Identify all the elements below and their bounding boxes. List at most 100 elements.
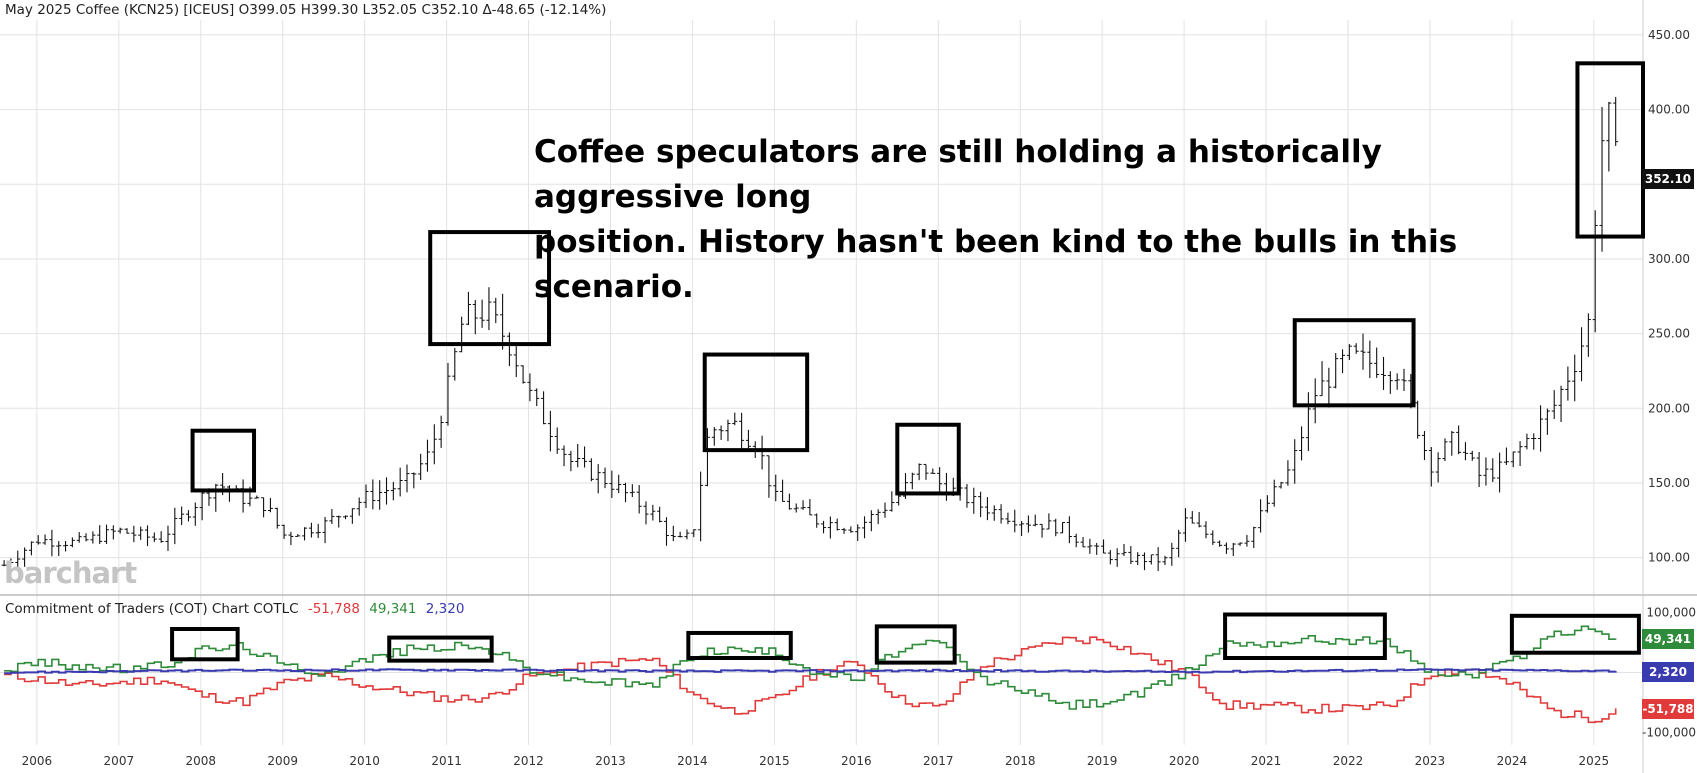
price-bar: [486, 287, 492, 331]
price-bar: [56, 541, 62, 557]
price-bar: [657, 506, 663, 523]
price-bar: [445, 362, 451, 426]
price-bar: [1039, 523, 1045, 538]
price-bar: [650, 504, 656, 521]
price-bar: [336, 515, 342, 528]
price-highlight-box: [1292, 318, 1416, 408]
x-tick-label-2025: 2025: [1579, 754, 1610, 768]
price-bar: [1271, 479, 1277, 507]
price-bar: [1176, 529, 1182, 558]
price-bar: [390, 481, 396, 501]
price-bar: [1251, 526, 1257, 549]
price-bar: [28, 541, 34, 556]
price-bar: [1353, 343, 1359, 354]
price-bar: [827, 516, 833, 539]
price-bar: [684, 529, 690, 540]
price-bar: [500, 293, 506, 350]
price-bar: [1217, 540, 1223, 547]
price-bar: [943, 472, 949, 501]
price-bar: [1005, 512, 1011, 525]
cot-highlight-box: [170, 627, 240, 662]
price-bar: [821, 520, 827, 534]
price-bar: [1517, 441, 1523, 467]
y-tick-label: 100.00: [1648, 551, 1690, 565]
price-bar: [1599, 106, 1605, 252]
cot-commercials-tag: -51,788: [1642, 699, 1694, 719]
price-bar: [1606, 101, 1612, 172]
x-tick-label-2016: 2016: [841, 754, 872, 768]
cot-header: Commitment of Traders (COT) Chart COTLC …: [5, 601, 464, 617]
annotation-line-2: position. History hasn't been kind to th…: [534, 224, 1458, 305]
price-bar: [117, 527, 123, 534]
price-bar: [452, 347, 458, 381]
price-bar: [1415, 400, 1421, 439]
price-bar: [49, 529, 55, 557]
price-bar: [1544, 408, 1550, 435]
price-highlight-box: [895, 422, 961, 496]
price-bar: [1182, 508, 1188, 542]
price-bar: [1142, 552, 1148, 571]
price-bar: [1046, 513, 1052, 530]
price-bar: [1148, 554, 1154, 565]
price-bar: [916, 463, 922, 481]
price-highlight-box: [190, 428, 257, 493]
price-bar: [1558, 385, 1564, 423]
price-bar: [602, 467, 608, 489]
price-bar: [145, 525, 151, 547]
price-bar: [1019, 521, 1025, 537]
price-bar: [1401, 368, 1407, 392]
price-bar: [288, 531, 294, 546]
price-bar: [370, 479, 376, 510]
price-bar: [1278, 481, 1284, 489]
price-bar: [1538, 405, 1544, 452]
price-bar: [1449, 430, 1455, 456]
price-bar: [185, 510, 191, 522]
cot-large-spec-tag: 49,341: [1642, 629, 1694, 649]
y-tick-label: 450.00: [1648, 28, 1690, 42]
cot-y-tick-label: -100,000: [1642, 725, 1696, 739]
price-bar: [281, 524, 287, 539]
price-bar: [1585, 313, 1591, 357]
price-bar: [964, 484, 970, 508]
price-highlight-box: [428, 230, 552, 347]
price-bar: [1394, 373, 1400, 390]
price-bar: [397, 467, 403, 497]
price-bar: [1305, 392, 1311, 451]
price-bar: [424, 439, 430, 472]
price-bar: [1476, 451, 1482, 488]
price-bar: [1326, 367, 1332, 408]
x-tick-label-2006: 2006: [22, 754, 53, 768]
price-bar: [1333, 353, 1339, 389]
price-bar: [431, 424, 437, 465]
price-bar: [698, 471, 704, 542]
last-price-tag: 352.10: [1642, 169, 1694, 189]
price-bar: [479, 299, 485, 328]
price-bar: [766, 455, 772, 498]
price-bar: [69, 537, 75, 548]
price-bar: [1367, 340, 1373, 379]
price-bar: [541, 391, 547, 425]
price-bar: [315, 523, 321, 538]
price-highlight-box: [702, 352, 810, 453]
price-bar: [971, 487, 977, 514]
price-bar: [1531, 433, 1537, 450]
price-bar: [1114, 548, 1120, 567]
price-bar: [1087, 538, 1093, 554]
price-bar: [1203, 521, 1209, 539]
price-bar: [295, 534, 301, 537]
price-bar: [1066, 516, 1072, 544]
price-bar: [739, 412, 745, 449]
price-bar: [732, 412, 738, 426]
price-bar: [1490, 458, 1496, 483]
x-tick-label-2015: 2015: [759, 754, 790, 768]
price-bar: [1346, 344, 1352, 361]
price-bar: [1230, 542, 1236, 557]
cot-highlight-box: [1509, 613, 1641, 655]
price-bar: [882, 502, 888, 518]
price-bar: [1162, 555, 1168, 566]
price-bar: [254, 495, 260, 499]
price-bar: [1244, 534, 1250, 547]
price-bar: [1107, 549, 1113, 565]
y-tick-label: 150.00: [1648, 476, 1690, 490]
